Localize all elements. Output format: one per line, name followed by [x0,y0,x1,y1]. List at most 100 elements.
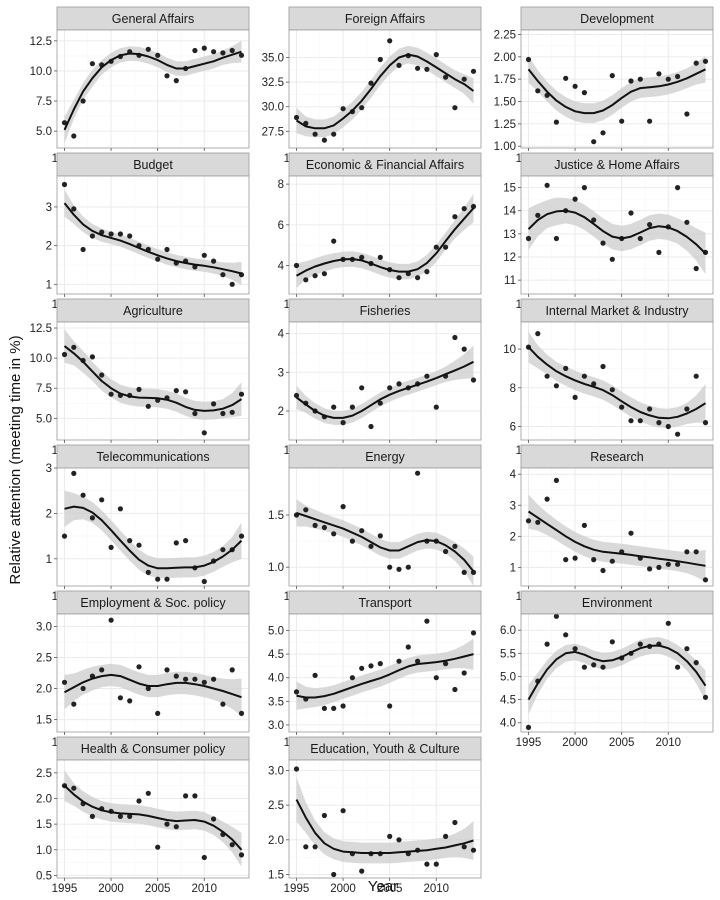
data-point [600,130,606,136]
data-point [312,672,318,679]
data-point [303,277,309,283]
data-point [331,131,337,137]
data-point [443,833,449,840]
data-point [702,694,709,700]
data-point [312,522,318,529]
data-point [544,182,550,188]
y-tick-label: 13 [503,229,516,241]
data-point [628,210,634,216]
facet-title: Economic & Financial Affairs [306,158,464,172]
facet-title: Internal Market & Industry [545,304,689,318]
facet-title: Education, Youth & Culture [310,742,459,756]
y-tick-label: 3.0 [268,765,284,777]
facet-panel: Employment & Soc. policy1995200020052010… [36,590,250,749]
facet-panel: Environment 1995 2000 2005 2010 4.0 4.5 5.0 5.5 6… [500,590,714,749]
y-tick-label: 7.5 [36,383,52,395]
data-point [211,401,217,407]
data-point [675,561,681,567]
facet-panel: Transport19952000200520103.03.54.04.55.0 [268,590,482,749]
data-point [145,403,151,409]
smooth-line [527,346,707,420]
data-point [656,71,662,77]
data-point [591,662,597,668]
data-point [71,206,77,212]
facet-title: Fisheries [360,304,411,318]
y-tick-label: 4.5 [268,649,284,661]
data-point [359,105,365,111]
data-point [368,423,374,430]
panel-border [56,321,250,441]
data-point [470,68,477,74]
data-point [220,701,226,707]
data-point [127,233,133,239]
x-tick-label: 2000 [562,737,588,749]
facet-title: Employment & Soc. policy [80,596,226,610]
y-tick-label: 1 [510,562,516,574]
data-point [637,418,643,424]
data-point [693,373,699,379]
data-point [553,613,560,619]
data-point [238,710,245,717]
data-point [452,543,458,549]
data-point [396,837,402,843]
y-tick-label: 3.0 [268,720,284,732]
data-point [675,664,681,670]
plot-area [57,176,249,294]
data-point [220,272,226,278]
data-point [211,676,217,682]
panel-border [288,613,482,733]
data-point [321,524,327,531]
data-point [563,365,569,371]
facet-panel: Justice & Home Affairs199520002005201011… [503,152,714,311]
data-point [470,203,477,210]
data-point [164,73,170,79]
confidence-band [64,189,242,286]
y-tick-label: 6.0 [500,625,516,637]
data-point [415,658,421,664]
facet-panel: Foreign Affairs199520002005201027.530.03… [262,6,482,165]
y-tick-label: 5.0 [36,413,52,425]
panels: General Affairs19952000200520105.07.510.… [30,6,714,895]
facet-panel: Energy19952000200520101.01.5 [268,444,482,603]
y-tick-label: 2.00 [494,52,516,64]
data-point [675,431,681,437]
confidence-band [528,331,706,428]
data-point [572,646,578,652]
data-point [293,114,300,121]
data-point [396,381,402,387]
y-tick-label: 10 [503,344,516,356]
data-point [220,410,226,417]
data-point [321,137,327,143]
facet-panel: Fisheries1995200020052010234 [278,298,482,457]
data-point [628,530,634,536]
data-point [544,641,550,647]
data-point [377,661,383,667]
data-point [359,385,365,391]
data-point [61,181,68,188]
y-tick-label: 1.50 [494,97,516,109]
data-point [647,566,653,572]
data-point [443,244,449,250]
y-tick-label: 10.0 [30,353,52,365]
data-point [693,60,699,66]
data-point [164,667,170,673]
data-point [684,219,690,225]
data-point [396,658,402,664]
x-tick-label: 1995 [52,883,78,895]
data-point [220,547,226,553]
x-tick-label: 2010 [655,737,681,749]
data-point [61,533,68,539]
data-point [192,676,198,682]
y-tick-label: 2.0 [36,793,52,805]
data-point [443,548,449,555]
data-point [433,861,439,867]
data-point [89,233,95,239]
y-tick-label: 3.5 [268,696,284,708]
data-point [637,235,643,242]
panel-border [520,321,714,441]
data-point [525,724,532,731]
y-tick-label: 1.5 [36,715,52,727]
smooth-line [64,673,242,699]
y-tick-label: 2 [510,531,516,543]
data-point [572,555,578,561]
